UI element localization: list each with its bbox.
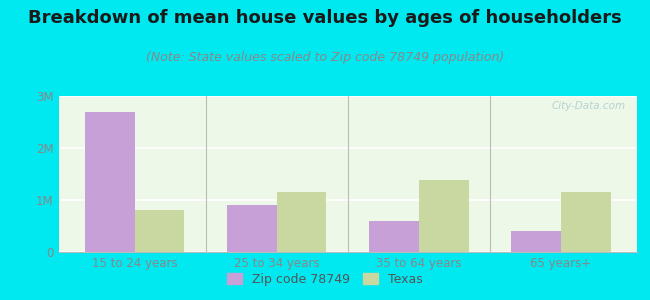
Bar: [561, 192, 611, 252]
Bar: [419, 180, 469, 252]
Bar: [277, 192, 326, 252]
Text: City-Data.com: City-Data.com: [551, 101, 625, 111]
Text: (Note: State values scaled to Zip code 78749 population): (Note: State values scaled to Zip code 7…: [146, 51, 504, 64]
Bar: [369, 221, 419, 252]
Bar: [84, 112, 135, 252]
Bar: [511, 231, 561, 252]
Bar: [135, 210, 185, 252]
Text: Breakdown of mean house values by ages of householders: Breakdown of mean house values by ages o…: [28, 9, 622, 27]
Legend: Zip code 78749, Texas: Zip code 78749, Texas: [222, 268, 428, 291]
Bar: [227, 205, 277, 252]
